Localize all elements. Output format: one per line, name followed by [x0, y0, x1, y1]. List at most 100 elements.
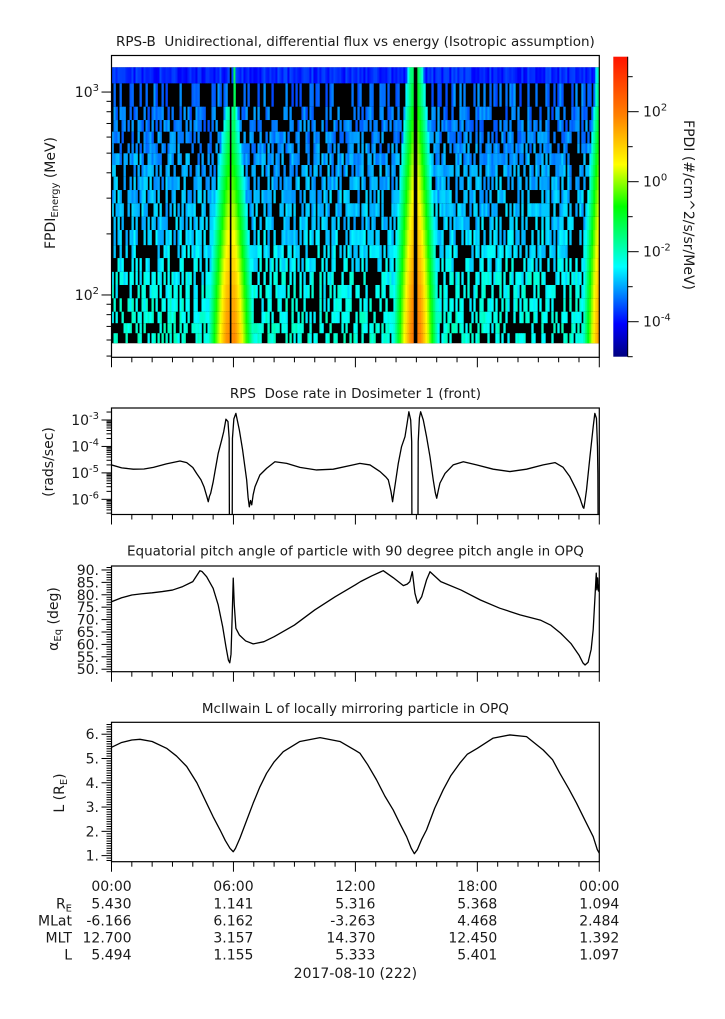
heatmap-cell: [371, 333, 374, 344]
heatmap-cell: [233, 271, 236, 285]
heatmap-cell: [405, 323, 408, 334]
heatmap-cell: [389, 67, 392, 84]
heatmap-cell: [585, 298, 588, 312]
heatmap-cell: [485, 311, 488, 324]
heatmap-cell: [305, 245, 308, 259]
heatmap-cell: [597, 216, 600, 230]
heatmap-cell: [445, 298, 448, 312]
heatmap-cell: [597, 245, 600, 259]
heatmap-cell: [409, 245, 412, 259]
heatmap-cell: [445, 120, 448, 132]
heatmap-cell: [461, 176, 464, 191]
heatmap-cell: [191, 67, 194, 84]
heatmap-cell: [285, 230, 288, 246]
heatmap-cell: [303, 165, 306, 177]
heatmap-cell: [207, 176, 210, 191]
heatmap-cell: [129, 323, 132, 334]
heatmap-cell: [333, 333, 336, 344]
heatmap-cell: [135, 106, 138, 121]
heatmap-cell: [241, 106, 244, 121]
heatmap-cell: [565, 131, 568, 144]
heatmap-cell: [593, 83, 596, 107]
heatmap-cell: [519, 333, 522, 344]
heatmap-cell: [519, 131, 522, 144]
heatmap-cell: [155, 67, 158, 84]
heatmap-cell: [249, 298, 252, 312]
heatmap-cell: [411, 153, 414, 165]
heatmap-cell: [427, 190, 430, 204]
heatmap-cell: [407, 106, 410, 121]
heatmap-cell: [225, 284, 228, 299]
heatmap-cell: [369, 333, 372, 344]
heatmap-cell: [169, 323, 172, 334]
heatmap-cell: [187, 230, 190, 246]
heatmap-cell: [307, 143, 310, 154]
heatmap-cell: [203, 67, 206, 84]
heatmap-cell: [451, 323, 454, 334]
heatmap-cell: [219, 165, 222, 177]
heatmap-cell: [169, 176, 172, 191]
heatmap-cell: [401, 131, 404, 144]
heatmap-cell: [521, 153, 524, 165]
y-tick-label: 102: [75, 286, 99, 304]
heatmap-cell: [595, 271, 598, 285]
heatmap-cell: [197, 245, 200, 259]
heatmap-cell: [181, 245, 184, 259]
heatmap-cell: [159, 67, 162, 84]
heatmap-cell: [367, 165, 370, 177]
heatmap-cell: [131, 143, 134, 154]
heatmap-cell: [241, 230, 244, 246]
heatmap-cell: [421, 298, 424, 312]
heatmap-cell: [211, 298, 214, 312]
heatmap-cell: [209, 165, 212, 177]
heatmap-cell: [161, 258, 164, 272]
heatmap-cell: [331, 176, 334, 191]
heatmap-cell: [189, 230, 192, 246]
heatmap-cell: [237, 216, 240, 230]
heatmap-cell: [393, 153, 396, 165]
heatmap-cell: [157, 106, 160, 121]
heatmap-cell: [179, 106, 182, 121]
heatmap-cell: [487, 106, 490, 121]
heatmap-cell: [545, 67, 548, 84]
heatmap-cell: [543, 67, 546, 84]
heatmap-cell: [197, 333, 200, 344]
heatmap-cell: [203, 323, 206, 334]
heatmap-cell: [277, 298, 280, 312]
heatmap-cell: [191, 230, 194, 246]
heatmap-cell: [459, 131, 462, 144]
heatmap-cell: [439, 176, 442, 191]
heatmap-cell: [537, 165, 540, 177]
heatmap-cell: [493, 245, 496, 259]
heatmap-cell: [213, 106, 216, 121]
heatmap-cell: [419, 120, 422, 132]
heatmap-cell: [481, 216, 484, 230]
heatmap-cell: [457, 284, 460, 299]
heatmap-cell: [319, 323, 322, 334]
heatmap-cell: [325, 311, 328, 324]
heatmap-cell: [175, 271, 178, 285]
heatmap-cell: [545, 143, 548, 154]
heatmap-cell: [393, 323, 396, 334]
heatmap-cell: [119, 245, 122, 259]
heatmap-cell: [597, 284, 600, 299]
heatmap-cell: [395, 230, 398, 246]
heatmap-cell: [225, 176, 228, 191]
heatmap-cell: [467, 216, 470, 230]
heatmap-cell: [543, 176, 546, 191]
heatmap-cell: [349, 153, 352, 165]
heatmap-cell: [477, 245, 480, 259]
heatmap-cell: [437, 311, 440, 324]
heatmap-cell: [443, 176, 446, 191]
heatmap-cell: [295, 245, 298, 259]
heatmap-cell: [589, 216, 592, 230]
heatmap-cell: [489, 258, 492, 272]
heatmap-cell: [405, 271, 408, 285]
heatmap-cell: [181, 333, 184, 344]
heatmap-cell: [597, 190, 600, 204]
heatmap-cell: [435, 143, 438, 154]
heatmap-cell: [203, 203, 206, 217]
heatmap-cell: [173, 230, 176, 246]
heatmap-cell: [225, 323, 228, 334]
heatmap-cell: [151, 271, 154, 285]
